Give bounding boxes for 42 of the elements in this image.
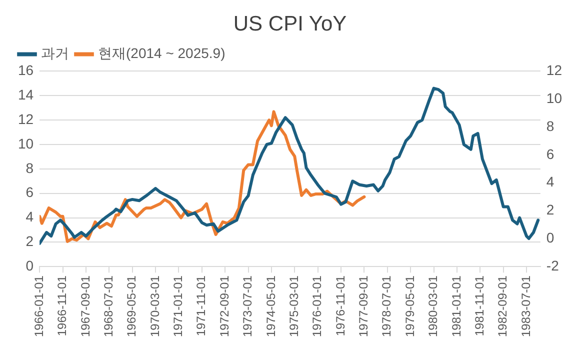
x-tick-label: 1983-07-01 xyxy=(518,275,533,338)
x-tick-label: 1969-05-01 xyxy=(124,275,139,338)
x-tick-label: 1967-09-01 xyxy=(78,275,92,338)
y-tick-label: 14 xyxy=(18,86,34,102)
y-tick-label: 12 xyxy=(18,110,34,127)
y-tick-label: 8 xyxy=(26,160,34,176)
x-tick-label: 1966-11-01 xyxy=(55,275,70,336)
x-tick-label: 1970-03-01 xyxy=(148,275,162,338)
y-tick-label: 16 xyxy=(18,62,34,78)
x-tick-label: 1968-07-01 xyxy=(101,275,116,338)
x-tick-label: 1982-09-01 xyxy=(496,275,510,338)
x-tick-label: 1979-05-01 xyxy=(402,275,417,338)
legend-label: 과거 xyxy=(41,45,69,62)
y2-tick-label: 10 xyxy=(546,90,562,106)
chart-title: US CPI YoY xyxy=(233,12,347,36)
y-tick-label: 0 xyxy=(26,257,34,274)
legend-label: 현재(2014 ~ 2025.9) xyxy=(98,45,226,62)
x-tick-label: 1973-07-01 xyxy=(240,275,255,338)
x-tick-label: 1981-01-01 xyxy=(449,275,464,338)
y2-tick-label: 8 xyxy=(546,118,554,134)
y2-tick-label: 0 xyxy=(546,230,554,246)
y2-tick-label: 4 xyxy=(546,174,554,190)
x-tick-label: 1975-03-01 xyxy=(286,275,301,338)
x-tick-label: 1978-07-01 xyxy=(380,275,394,338)
x-tick-label: 1972-09-01 xyxy=(217,275,232,338)
x-tick-label: 1966-01-01 xyxy=(32,275,46,338)
x-tick-label: 1971-01-01 xyxy=(171,275,186,338)
x-tick-label: 1974-05-01 xyxy=(264,275,278,338)
y-tick-label: 6 xyxy=(26,184,34,200)
y2-tick-label: 2 xyxy=(546,202,554,218)
y-tick-label: 4 xyxy=(26,208,34,225)
x-tick-label: 1980-03-01 xyxy=(426,275,440,338)
x-tick-label: 1971-11-01 xyxy=(194,275,208,336)
y-tick-label: 2 xyxy=(26,233,34,250)
y-tick-label: 10 xyxy=(18,135,34,152)
x-tick-label: 1976-01-01 xyxy=(310,275,324,338)
x-tick-label: 1977-09-01 xyxy=(356,275,371,338)
x-tick-label: 1981-11-01 xyxy=(472,275,486,336)
y2-tick-label: -2 xyxy=(546,257,560,274)
y2-tick-label: 6 xyxy=(546,146,554,162)
x-tick-label: 1976-11-01 xyxy=(333,275,348,336)
y2-tick-label: 12 xyxy=(546,62,562,78)
